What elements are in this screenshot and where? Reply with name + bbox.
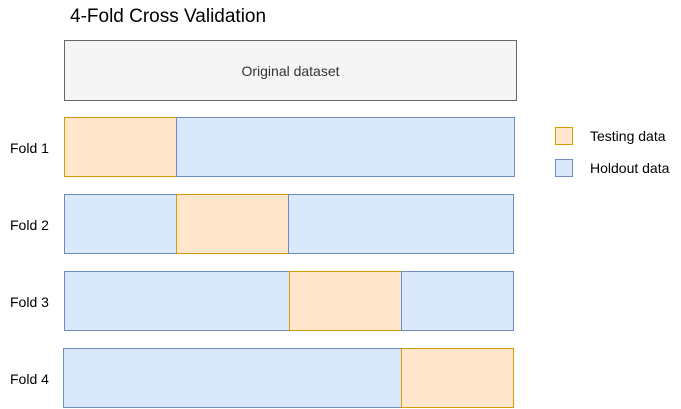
fold-3-bar [64, 271, 516, 331]
fold-1-bar [64, 117, 516, 177]
fold-3-holdout-segment [401, 271, 514, 331]
legend-testing-label: Testing data [590, 128, 666, 144]
holdout-swatch [555, 159, 573, 177]
fold-3-holdout-segment [64, 271, 290, 331]
fold-1-testing-segment [64, 117, 177, 177]
fold-2-testing-segment [176, 194, 289, 254]
fold-1-label: Fold 1 [10, 140, 49, 156]
fold-3-label: Fold 3 [10, 294, 49, 310]
testing-swatch [555, 127, 573, 145]
fold-4-label: Fold 4 [10, 371, 49, 387]
fold-2-label: Fold 2 [10, 217, 49, 233]
fold-2-bar [64, 194, 516, 254]
diagram-title: 4-Fold Cross Validation [70, 6, 267, 27]
fold-2-holdout-segment [288, 194, 514, 254]
fold-4-holdout-segment [63, 348, 402, 408]
fold-4-testing-segment [401, 348, 514, 408]
fold-2-holdout-segment [64, 194, 177, 254]
fold-1-holdout-segment [176, 117, 515, 177]
legend-holdout: Holdout data [555, 159, 669, 177]
fold-3-testing-segment [289, 271, 402, 331]
legend-testing: Testing data [555, 127, 666, 145]
original-dataset-label: Original dataset [241, 62, 340, 79]
legend-holdout-label: Holdout data [590, 160, 670, 176]
fold-4-bar [63, 348, 515, 408]
original-dataset-box: Original dataset [64, 40, 517, 101]
